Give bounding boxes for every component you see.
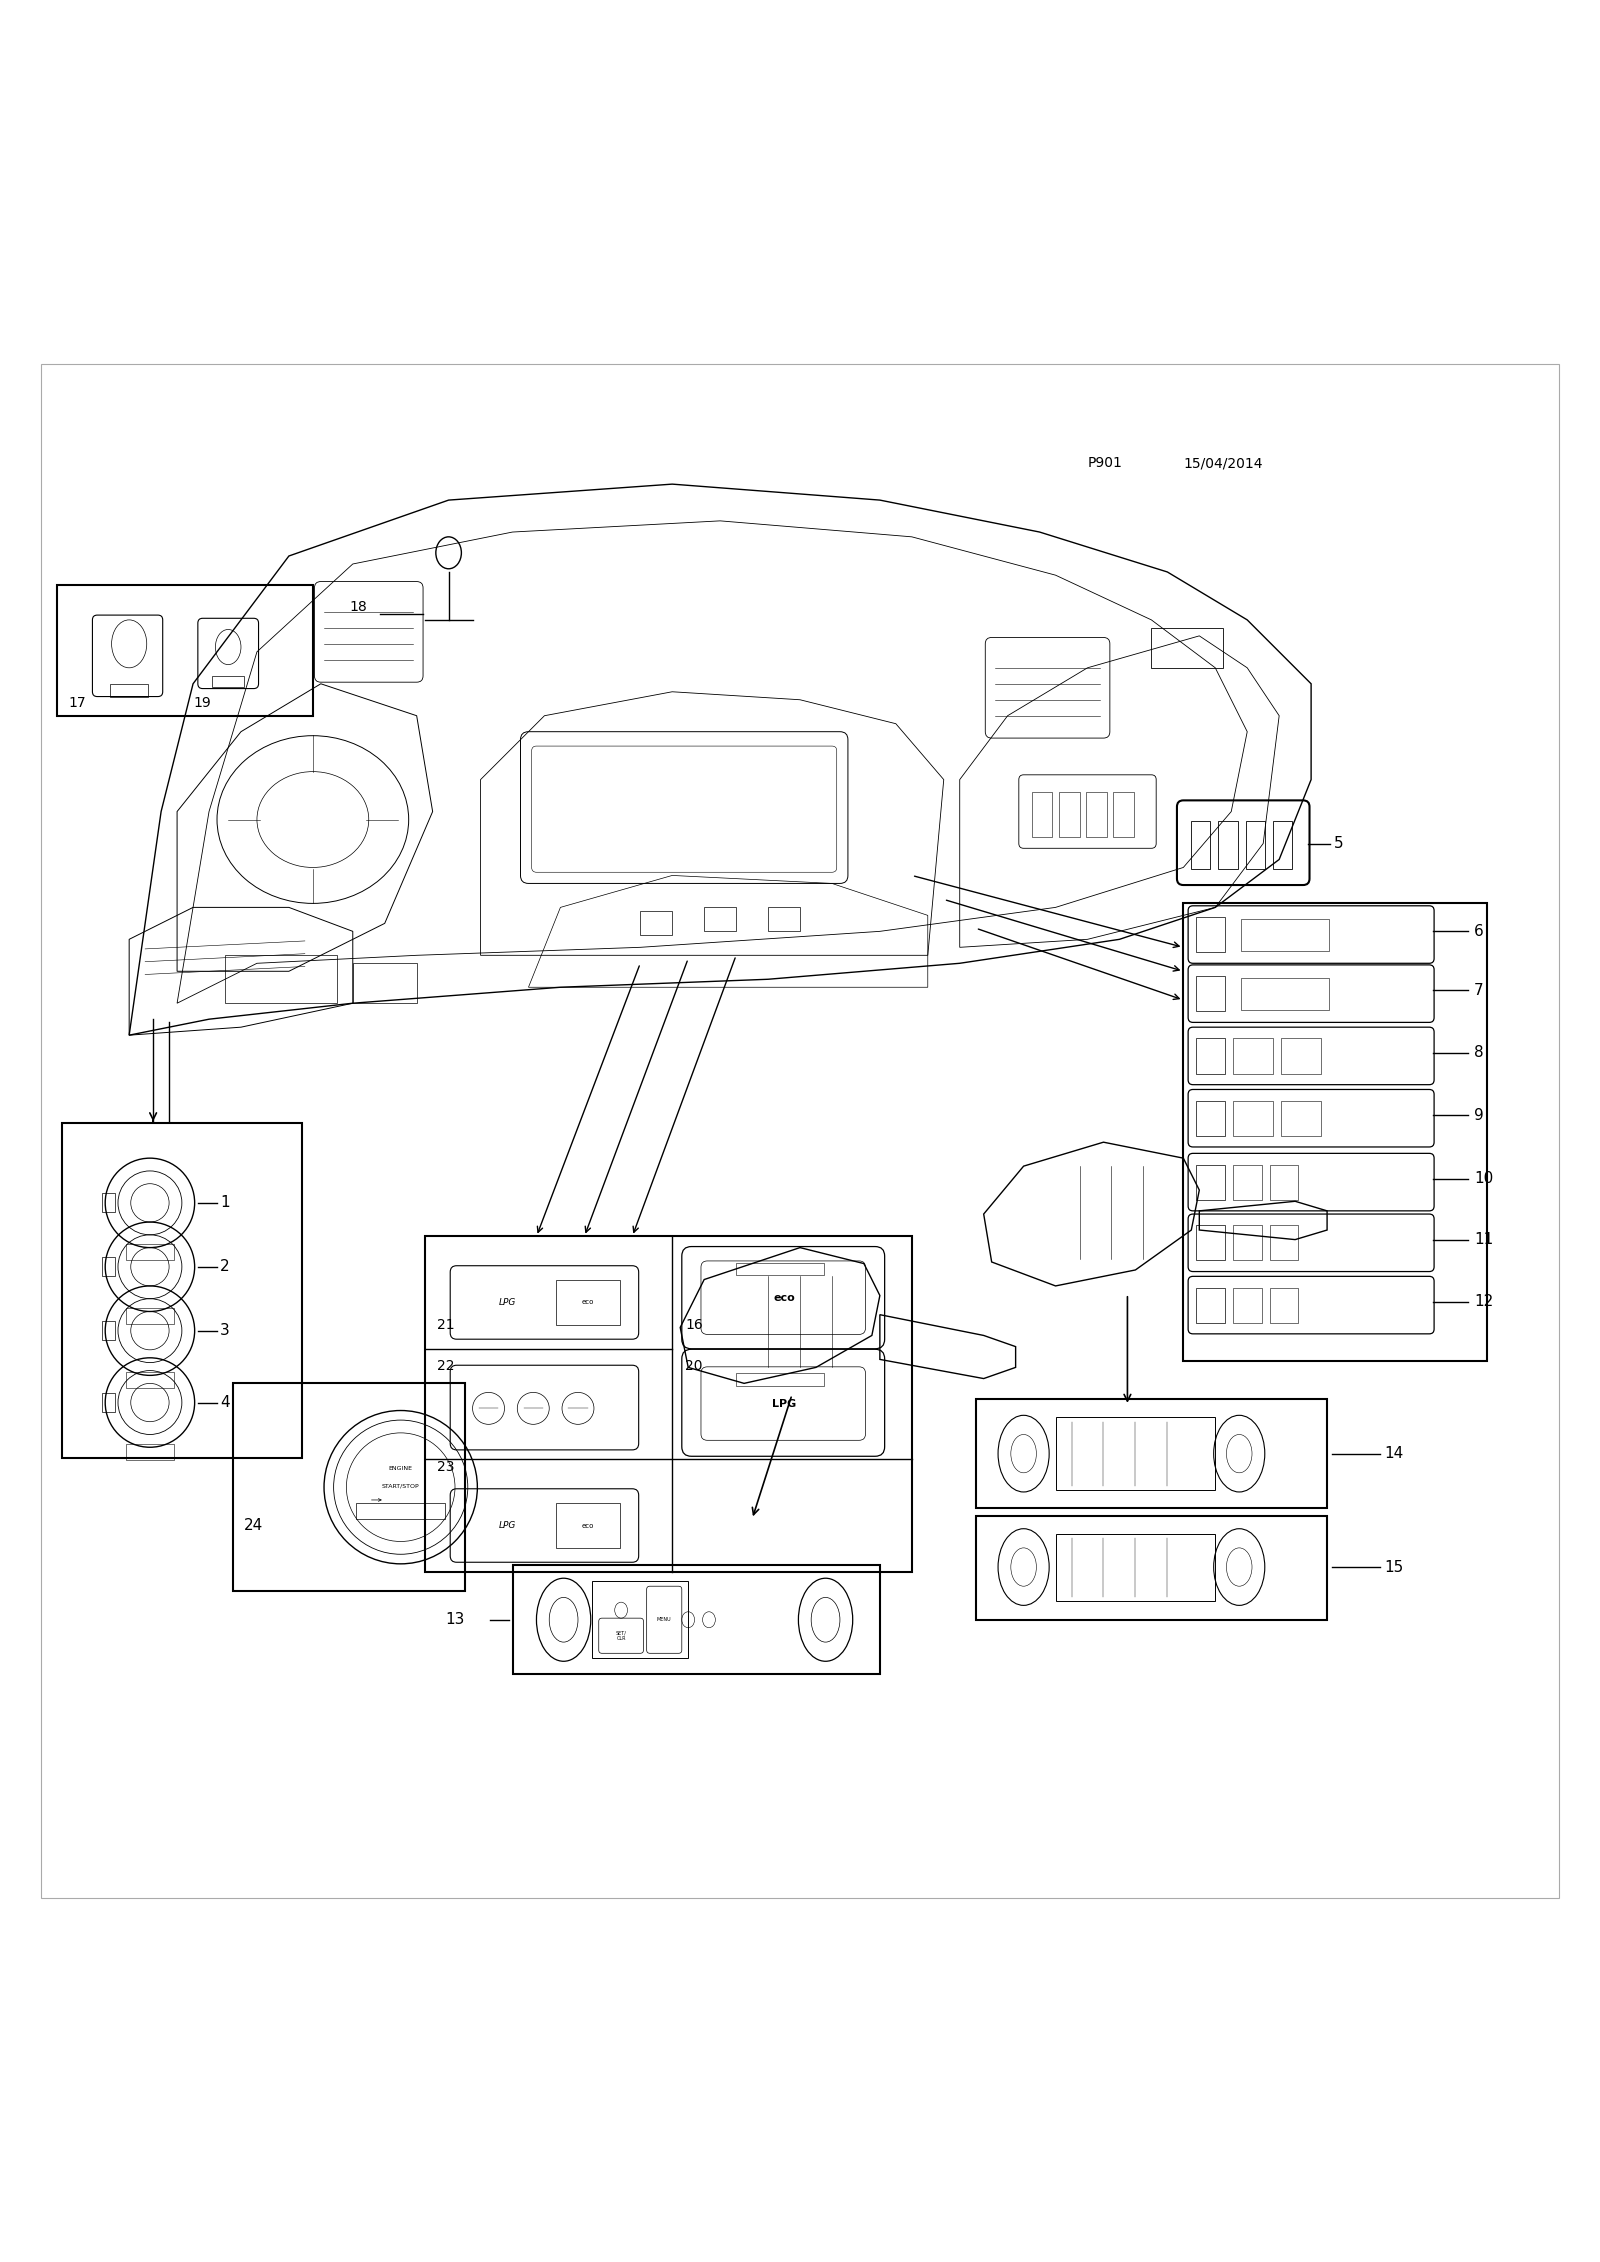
Bar xyxy=(1032,792,1053,837)
Bar xyxy=(213,676,245,688)
Bar xyxy=(1192,821,1211,869)
Text: 11: 11 xyxy=(1474,1233,1493,1246)
Text: ENGINE: ENGINE xyxy=(389,1466,413,1470)
Bar xyxy=(976,1516,1326,1620)
Bar xyxy=(512,1565,880,1674)
Text: 6: 6 xyxy=(1474,923,1483,939)
Text: 13: 13 xyxy=(445,1613,464,1626)
Text: 1: 1 xyxy=(221,1194,230,1210)
Bar xyxy=(126,1373,174,1389)
Bar xyxy=(1114,792,1134,837)
Bar xyxy=(1197,916,1226,952)
Bar xyxy=(102,1393,115,1411)
Bar xyxy=(58,586,314,715)
Bar xyxy=(110,683,149,697)
Bar xyxy=(1086,792,1107,837)
Text: 7: 7 xyxy=(1474,984,1483,998)
Text: MENU: MENU xyxy=(658,1617,672,1622)
Bar xyxy=(126,1443,174,1459)
Text: eco: eco xyxy=(773,1292,795,1303)
Bar xyxy=(1269,1287,1298,1323)
Bar xyxy=(976,1400,1326,1509)
Bar xyxy=(102,1194,115,1212)
Text: eco: eco xyxy=(581,1298,594,1305)
Bar xyxy=(226,955,338,1004)
Bar xyxy=(126,1307,174,1323)
Bar xyxy=(592,1581,688,1658)
Text: LPG: LPG xyxy=(499,1520,517,1529)
Bar xyxy=(102,1258,115,1276)
Bar xyxy=(1197,977,1226,1011)
Text: 19: 19 xyxy=(194,697,211,710)
Text: 8: 8 xyxy=(1474,1045,1483,1061)
Bar xyxy=(1269,1226,1298,1260)
Bar xyxy=(768,907,800,932)
Bar xyxy=(1056,1534,1216,1601)
Text: LPG: LPG xyxy=(771,1398,797,1409)
Text: 5: 5 xyxy=(1333,837,1342,851)
Bar xyxy=(1059,792,1080,837)
Bar xyxy=(102,1321,115,1341)
Text: 18: 18 xyxy=(349,599,368,613)
Bar xyxy=(1242,918,1328,950)
Bar xyxy=(1197,1038,1226,1074)
Text: 9: 9 xyxy=(1474,1108,1483,1122)
Bar xyxy=(1056,1416,1216,1491)
Bar xyxy=(1242,977,1328,1009)
Text: 3: 3 xyxy=(221,1323,230,1339)
Text: 2: 2 xyxy=(221,1260,230,1274)
Bar xyxy=(1197,1287,1226,1323)
Bar xyxy=(126,1244,174,1260)
Text: 23: 23 xyxy=(437,1461,454,1475)
Text: 22: 22 xyxy=(437,1359,454,1373)
Bar xyxy=(555,1280,619,1326)
Bar xyxy=(1234,1287,1261,1323)
Bar xyxy=(1280,1102,1320,1136)
Bar xyxy=(1269,1165,1298,1199)
Text: 20: 20 xyxy=(685,1359,702,1373)
Bar xyxy=(555,1504,619,1547)
Text: eco: eco xyxy=(581,1522,594,1529)
Text: 14: 14 xyxy=(1384,1445,1403,1461)
Text: 15/04/2014: 15/04/2014 xyxy=(1184,457,1262,470)
Bar xyxy=(424,1237,912,1572)
Bar xyxy=(704,907,736,932)
Bar xyxy=(1152,629,1224,667)
Text: START/STOP: START/STOP xyxy=(382,1484,419,1488)
Bar xyxy=(1234,1226,1261,1260)
Text: 10: 10 xyxy=(1474,1172,1493,1185)
Bar xyxy=(1234,1165,1261,1199)
Bar xyxy=(62,1122,302,1459)
Text: 21: 21 xyxy=(437,1319,454,1332)
Bar xyxy=(736,1262,824,1276)
Bar xyxy=(1234,1038,1272,1074)
Bar xyxy=(1184,903,1486,1362)
Text: 12: 12 xyxy=(1474,1294,1493,1310)
Bar xyxy=(640,912,672,934)
Text: 24: 24 xyxy=(245,1518,264,1534)
Text: 4: 4 xyxy=(221,1396,230,1409)
Text: 16: 16 xyxy=(685,1319,702,1332)
Bar xyxy=(1272,821,1291,869)
Bar xyxy=(736,1373,824,1387)
Bar xyxy=(1197,1165,1226,1199)
Bar xyxy=(1246,821,1264,869)
Bar xyxy=(1234,1102,1272,1136)
Bar xyxy=(1197,1226,1226,1260)
Text: P901: P901 xyxy=(1088,457,1122,470)
Text: 15: 15 xyxy=(1384,1559,1403,1574)
Bar xyxy=(355,1504,445,1520)
Bar xyxy=(234,1384,464,1590)
Bar xyxy=(1280,1038,1320,1074)
Text: LPG: LPG xyxy=(499,1298,517,1307)
Bar xyxy=(352,964,416,1004)
Text: 17: 17 xyxy=(69,697,86,710)
Bar xyxy=(1219,821,1238,869)
Text: SET/
CLR: SET/ CLR xyxy=(616,1631,627,1642)
Bar xyxy=(1197,1102,1226,1136)
